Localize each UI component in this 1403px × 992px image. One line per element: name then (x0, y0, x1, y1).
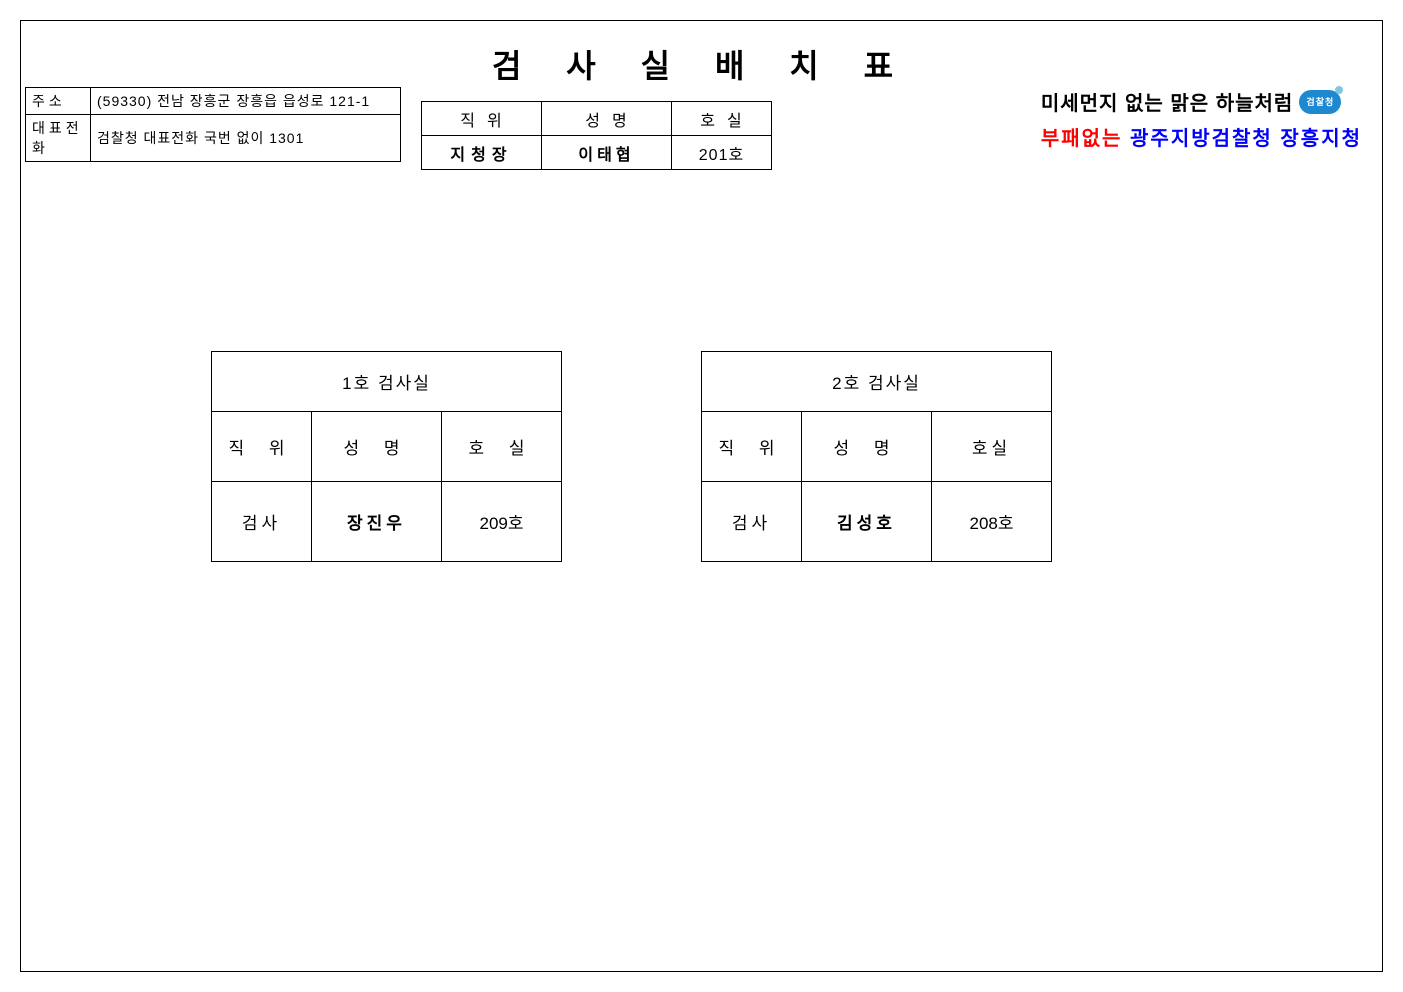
chief-hdr-position: 직위 (422, 102, 542, 136)
room2-room: 208호 (932, 482, 1052, 562)
table-row: 2호 검사실 (702, 352, 1052, 412)
chief-hdr-room: 호실 (672, 102, 772, 136)
table-row: 검사 장진우 209호 (212, 482, 562, 562)
address-value: (59330) 전남 장흥군 장흥읍 읍성로 121-1 (91, 88, 401, 115)
slogan-block: 미세먼지 없는 맑은 하늘처럼 검찰청 부패없는 광주지방검찰청 장흥지청 (1041, 87, 1362, 151)
room1-title: 1호 검사실 (212, 352, 562, 412)
room1-hdr-position: 직 위 (212, 412, 312, 482)
room1-room: 209호 (442, 482, 562, 562)
chief-hdr-name: 성명 (542, 102, 672, 136)
chief-table: 직위 성명 호실 지청장 이태협 201호 (421, 101, 772, 170)
table-row: 직 위 성 명 호 실 (212, 412, 562, 482)
logo-icon: 검찰청 (1299, 90, 1341, 114)
room2-name: 김성호 (802, 482, 932, 562)
chief-room: 201호 (672, 136, 772, 170)
logo-dot-icon (1335, 86, 1343, 94)
table-row: 지청장 이태협 201호 (422, 136, 772, 170)
slogan-red-text: 부패없는 (1041, 128, 1123, 150)
room2-table: 2호 검사실 직 위 성 명 호실 검사 김성호 208호 (701, 351, 1052, 562)
room2-hdr-room: 호실 (932, 412, 1052, 482)
room1-table: 1호 검사실 직 위 성 명 호 실 검사 장진우 209호 (211, 351, 562, 562)
table-row: 직 위 성 명 호실 (702, 412, 1052, 482)
slogan-line2: 부패없는 광주지방검찰청 장흥지청 (1041, 122, 1362, 151)
room1-name: 장진우 (312, 482, 442, 562)
table-row: 대표전화 검찰청 대표전화 국번 없이 1301 (26, 115, 401, 162)
chief-name: 이태협 (542, 136, 672, 170)
room1-hdr-room: 호 실 (442, 412, 562, 482)
chief-position: 지청장 (422, 136, 542, 170)
slogan-line1: 미세먼지 없는 맑은 하늘처럼 검찰청 (1041, 87, 1362, 116)
logo-text: 검찰청 (1306, 95, 1334, 108)
address-label: 주소 (26, 88, 91, 115)
phone-value: 검찰청 대표전화 국번 없이 1301 (91, 115, 401, 162)
slogan-blue-text: 광주지방검찰청 장흥지청 (1130, 128, 1362, 150)
page-title: 검 사 실 배 치 표 (21, 41, 1382, 87)
room2-position: 검사 (702, 482, 802, 562)
room2-hdr-name: 성 명 (802, 412, 932, 482)
room1-hdr-name: 성 명 (312, 412, 442, 482)
info-table: 주소 (59330) 전남 장흥군 장흥읍 읍성로 121-1 대표전화 검찰청… (25, 87, 401, 162)
room2-title: 2호 검사실 (702, 352, 1052, 412)
table-row: 검사 김성호 208호 (702, 482, 1052, 562)
room2-hdr-position: 직 위 (702, 412, 802, 482)
slogan-line1-text: 미세먼지 없는 맑은 하늘처럼 (1041, 87, 1293, 116)
phone-label: 대표전화 (26, 115, 91, 162)
room1-position: 검사 (212, 482, 312, 562)
table-row: 주소 (59330) 전남 장흥군 장흥읍 읍성로 121-1 (26, 88, 401, 115)
table-row: 직위 성명 호실 (422, 102, 772, 136)
table-row: 1호 검사실 (212, 352, 562, 412)
page-frame: 검 사 실 배 치 표 주소 (59330) 전남 장흥군 장흥읍 읍성로 12… (20, 20, 1383, 972)
